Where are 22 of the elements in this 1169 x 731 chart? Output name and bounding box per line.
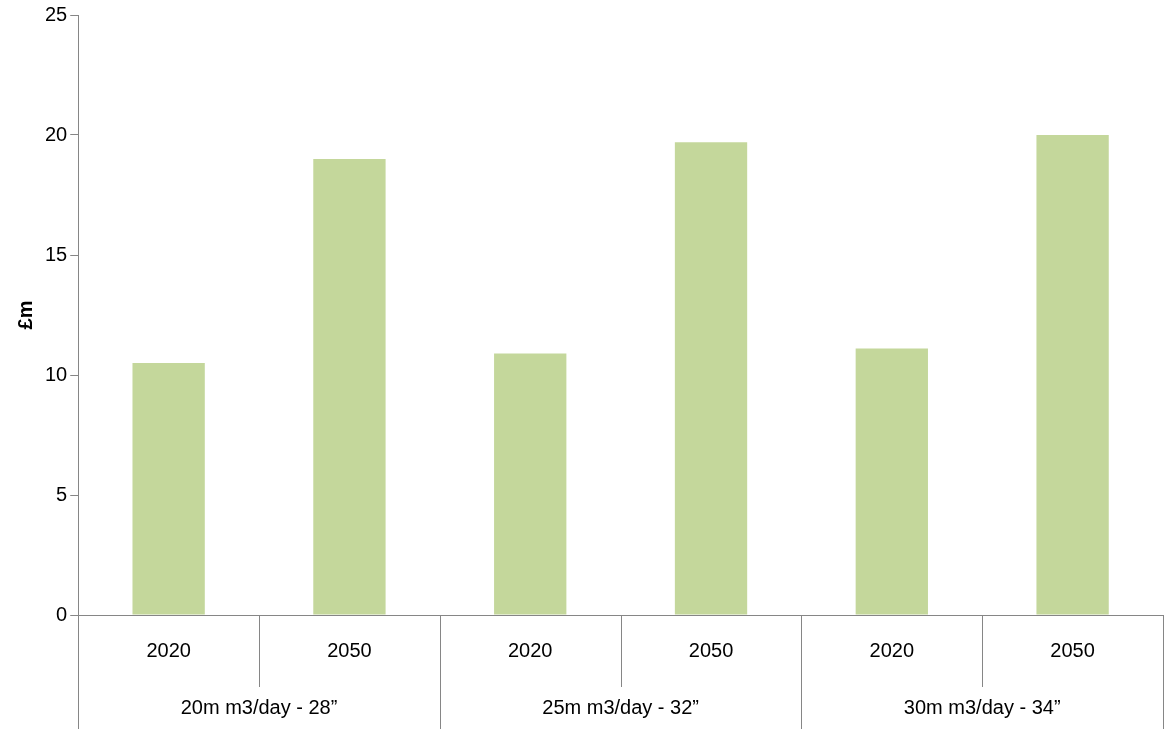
bar bbox=[313, 159, 386, 615]
y-axis-title: £m bbox=[13, 300, 36, 330]
bar bbox=[674, 142, 748, 615]
bar bbox=[1036, 135, 1109, 615]
bar bbox=[855, 348, 928, 615]
y-tick-label: 5 bbox=[56, 482, 68, 505]
y-tick-label: 0 bbox=[56, 602, 68, 625]
y-tick-label: 25 bbox=[45, 2, 68, 25]
x-tick-label: 2020 bbox=[869, 638, 915, 661]
x-tick-label: 2020 bbox=[146, 638, 191, 661]
bar bbox=[494, 353, 567, 615]
bar bbox=[132, 363, 205, 615]
x-tick-label: 2050 bbox=[1050, 638, 1095, 661]
x-tick-label: 2050 bbox=[327, 638, 372, 661]
x-tick-label: 2050 bbox=[688, 638, 734, 661]
y-tick-label: 20 bbox=[45, 122, 68, 145]
text: 30m m3/day - 34” bbox=[903, 695, 1061, 718]
x-tick-label: 2020 bbox=[507, 638, 553, 661]
text: 25m m3/day - 32” bbox=[542, 695, 699, 718]
y-tick-label: 15 bbox=[45, 242, 68, 265]
y-tick-label: 10 bbox=[45, 362, 68, 385]
text: 20m m3/day - 28” bbox=[180, 695, 338, 718]
